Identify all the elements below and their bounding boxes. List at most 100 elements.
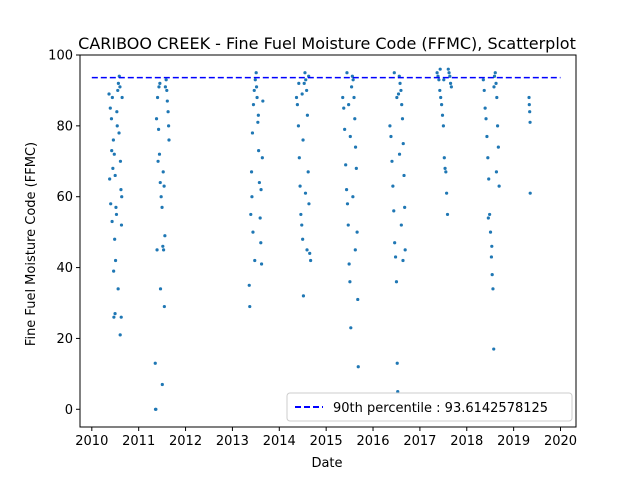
data-point (165, 88, 169, 93)
y-tick-label: 60 (56, 190, 73, 205)
x-tick-label: 2020 (544, 434, 577, 449)
y-tick-label: 100 (48, 49, 73, 64)
data-point (302, 81, 306, 85)
data-point (401, 258, 405, 263)
y-tick-label: 40 (56, 261, 73, 276)
data-point (305, 248, 309, 252)
data-point (158, 81, 162, 85)
data-point (392, 209, 396, 213)
data-point (390, 159, 394, 163)
data-point (438, 67, 442, 71)
data-point (256, 120, 260, 124)
data-point (255, 95, 259, 100)
data-point (447, 71, 451, 75)
data-point (353, 248, 357, 252)
data-point (388, 124, 392, 128)
data-point (400, 117, 405, 121)
data-point (253, 78, 257, 82)
data-point (116, 287, 120, 291)
data-point (402, 173, 406, 178)
data-point (398, 81, 402, 85)
data-point (391, 184, 395, 188)
data-point (356, 365, 360, 369)
data-point (251, 103, 256, 107)
data-point (296, 124, 301, 128)
data-point (253, 258, 257, 263)
data-point (449, 85, 453, 89)
legend-label: 90th percentile : 93.6142578125 (333, 401, 548, 416)
y-tick-label: 0 (65, 403, 73, 418)
data-point (251, 230, 255, 234)
data-point (399, 223, 403, 227)
data-point (115, 124, 119, 128)
x-tick-label: 2015 (310, 434, 343, 449)
data-point (346, 223, 350, 227)
data-point (492, 347, 496, 351)
x-tick-label: 2010 (75, 434, 108, 449)
data-point (300, 223, 304, 227)
x-tick-label: 2018 (450, 434, 483, 449)
data-point (298, 184, 302, 188)
y-tick-label: 20 (56, 332, 73, 347)
data-point (494, 170, 499, 174)
data-point (345, 202, 350, 206)
data-point (342, 106, 346, 110)
data-point (445, 212, 450, 217)
data-point (157, 85, 161, 89)
data-point (111, 166, 115, 170)
data-point (489, 255, 494, 259)
data-point (159, 195, 163, 199)
data-point (396, 389, 400, 394)
data-point (114, 205, 118, 209)
data-point (259, 241, 263, 245)
data-point (107, 92, 111, 96)
data-point (440, 103, 444, 107)
data-point (120, 195, 124, 199)
data-point (114, 212, 119, 217)
data-point (119, 188, 123, 192)
data-point (161, 248, 166, 252)
data-point (486, 216, 490, 220)
data-point (445, 191, 449, 195)
data-point (163, 85, 167, 89)
data-point (257, 180, 261, 185)
data-point (110, 149, 114, 153)
data-point (109, 117, 114, 121)
data-point (108, 106, 112, 110)
data-point (161, 244, 165, 248)
data-point (116, 88, 120, 93)
data-point (164, 78, 168, 82)
data-point (393, 241, 397, 245)
data-point (394, 280, 399, 284)
data-point (397, 152, 402, 156)
data-point (297, 156, 301, 160)
x-tick-label: 2013 (216, 434, 249, 449)
data-point (490, 244, 494, 248)
x-tick-label: 2011 (122, 434, 155, 449)
data-point (256, 113, 260, 117)
data-point (401, 141, 405, 146)
data-point (295, 103, 299, 107)
data-point (254, 71, 258, 75)
data-point (435, 71, 439, 75)
data-point (484, 117, 488, 121)
data-point (483, 106, 487, 110)
data-point (437, 78, 441, 82)
data-point (252, 88, 256, 93)
data-point (347, 262, 351, 266)
data-point (305, 88, 309, 93)
data-point (395, 95, 399, 100)
data-point (116, 81, 120, 85)
data-point (442, 156, 446, 160)
data-point (163, 234, 167, 238)
data-point (493, 71, 497, 75)
data-point (299, 212, 303, 217)
data-point (110, 219, 114, 224)
axes-frame (79, 54, 577, 428)
x-tick-label: 2017 (403, 434, 436, 449)
data-point (448, 81, 453, 85)
data-point (485, 134, 489, 139)
data-point (154, 407, 158, 411)
data-point (488, 230, 493, 234)
